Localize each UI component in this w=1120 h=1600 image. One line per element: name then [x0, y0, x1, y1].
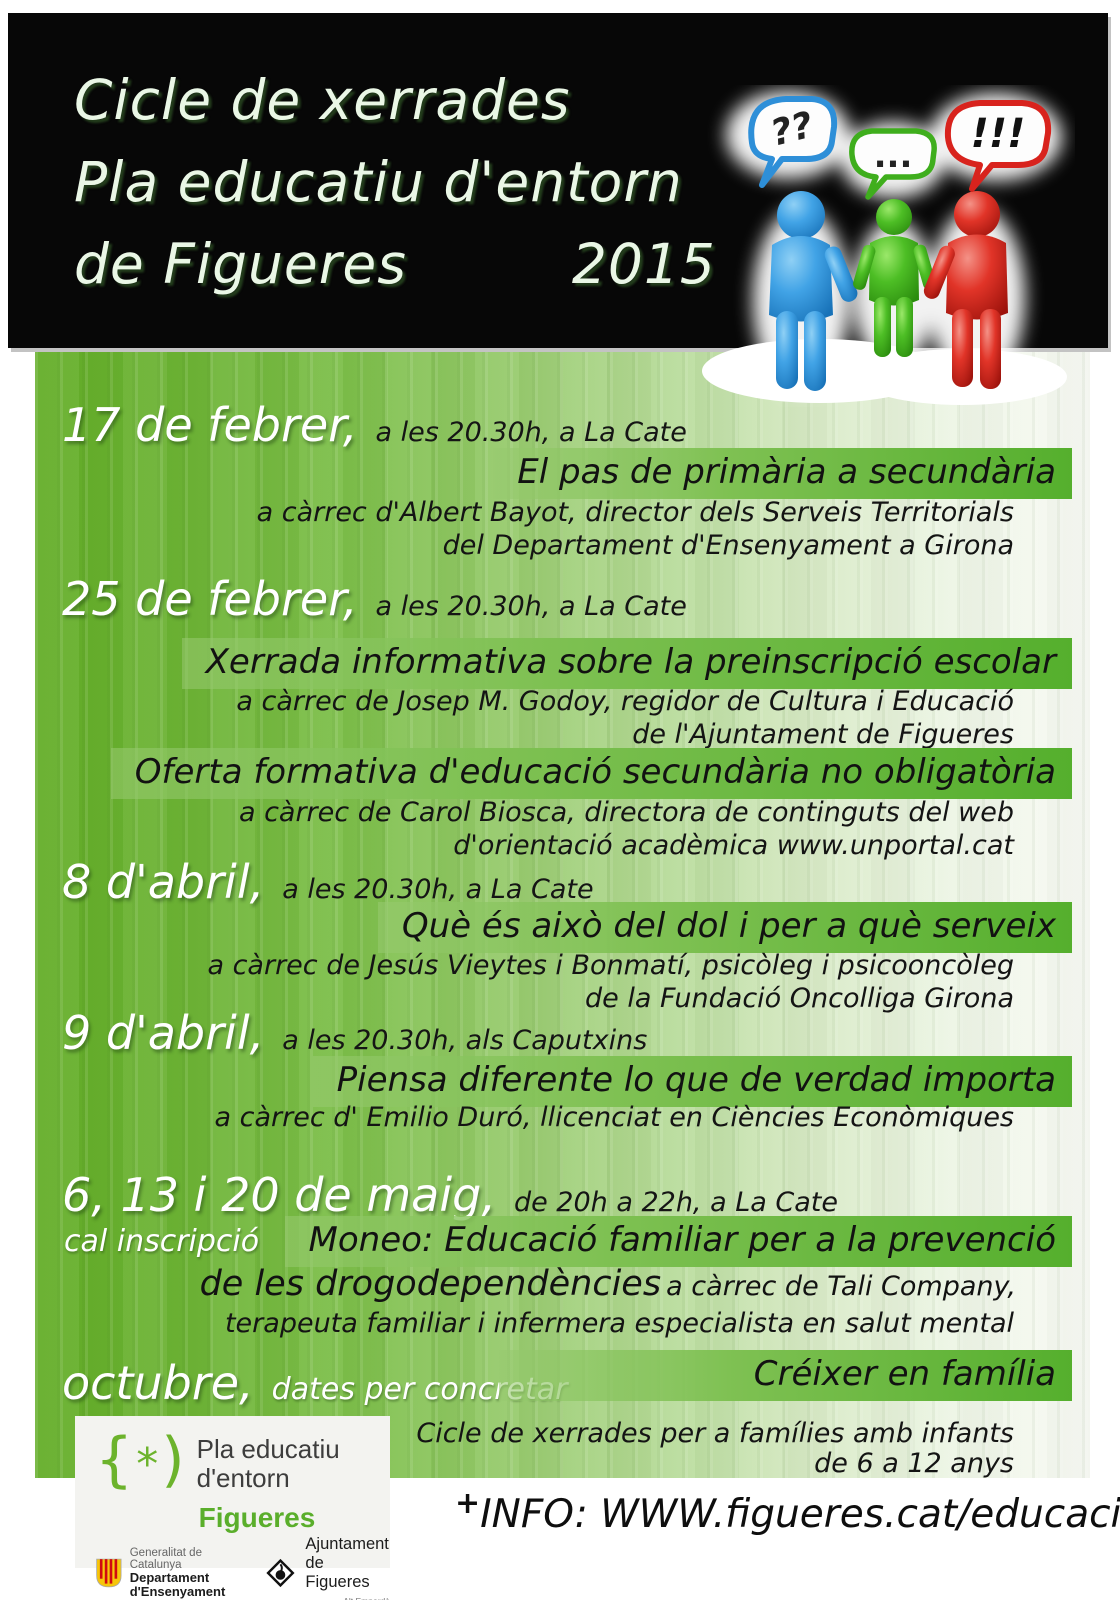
session-title-line2: de les drogodependències: [199, 1264, 662, 1304]
session-speaker: a càrrec de Jesús Vieytes i Bonmatí, psi…: [207, 950, 1014, 981]
session-note: cal inscripció: [64, 1224, 260, 1259]
session-date: octubre,: [62, 1356, 254, 1410]
poster-title-line3: de Figueres: [74, 232, 407, 296]
logo-brace: {: [95, 1425, 134, 1495]
session-speaker: de la Fundació Oncolliga Girona: [585, 983, 1014, 1014]
ajuntament-logo: Ajuntament de Figueres Alt Empordà: [262, 1535, 390, 1600]
session-title-continuation: de les drogodependències a càrrec de Tal…: [62, 1264, 1016, 1304]
session-date: 17 de febrer,: [62, 398, 358, 452]
session-speaker: de 6 a 12 anys: [814, 1448, 1014, 1479]
session-date-row: 17 de febrer, a les 20.30h, a La Cate: [62, 398, 687, 452]
speech-bubble-dots-icon: ...: [849, 128, 937, 200]
session-speaker: de l'Ajuntament de Figueres: [632, 719, 1014, 750]
ajuntament-line1: Ajuntament: [305, 1535, 389, 1553]
session-speaker-inline: a càrrec de Tali Company,: [666, 1271, 1016, 1302]
generalitat-logo: Generalitat de Catalunya Departament d'E…: [95, 1547, 234, 1599]
logo-wordmark: Pla educatiu d'entornFigueres: [196, 1430, 390, 1533]
speech-bubble-question-icon: ??: [748, 96, 838, 188]
session-date: 6, 13 i 20 de maig,: [62, 1168, 496, 1222]
poster-title: Cicle de xerrades Pla educatiu d'entorn …: [74, 59, 716, 305]
logo-star: *: [136, 1439, 159, 1490]
figure-red: [923, 191, 1008, 389]
session-title-row: El pas de primària a secundària: [62, 448, 1072, 499]
logo-line2: d'entornFigueres: [196, 1463, 316, 1533]
session-title: Oferta formativa d'educació secundària n…: [110, 748, 1072, 799]
session-title: Piensa diferente lo que de verdad import…: [312, 1056, 1072, 1107]
generalitat-line2: Departament: [129, 1570, 210, 1585]
session-date: 25 de febrer,: [62, 572, 358, 626]
session-date: 8 d'abril,: [62, 855, 265, 909]
session-title-row: Oferta formativa d'educació secundària n…: [62, 748, 1072, 799]
session-title-row: Què és això del dol i per a què serveix: [62, 902, 1072, 953]
session-speaker: a càrrec de Carol Biosca, directora de c…: [238, 797, 1014, 828]
session-speaker: a càrrec d'Albert Bayot, director dels S…: [256, 497, 1014, 528]
session-title: Què és això del dol i per a què serveix: [377, 902, 1072, 953]
ajuntament-line3: Alt Empordà: [305, 1592, 390, 1600]
session-title-row: Xerrada informativa sobre la preinscripc…: [62, 638, 1072, 689]
session-date-row: 25 de febrer, a les 20.30h, a La Cate: [62, 572, 687, 626]
logo-line1: Pla educatiu: [196, 1434, 340, 1464]
ajuntament-figueres-icon: [265, 1558, 295, 1588]
session-speaker: d'orientació acadèmica www.unportal.cat: [453, 830, 1014, 861]
logo-paren: ): [161, 1425, 185, 1495]
svg-text:!!!: !!!: [971, 111, 1026, 157]
session-time: a les 20.30h, als Caputxins: [282, 1025, 648, 1056]
pla-educatiu-logo-icon: { * ): [95, 1430, 185, 1490]
generalitat-shield-icon: [96, 1558, 122, 1588]
session-title-row: Créixer en família: [62, 1350, 1072, 1401]
poster-title-line1: Cicle de xerrades: [74, 68, 571, 132]
session-time: de 20h a 22h, a La Cate: [513, 1187, 838, 1218]
generalitat-line1: Generalitat de Catalunya: [129, 1547, 202, 1571]
poster-year: 2015: [571, 232, 716, 296]
session-speaker: del Departament d'Ensenyament a Girona: [442, 530, 1014, 561]
session-title: El pas de primària a secundària: [493, 448, 1072, 499]
plus-icon: +: [455, 1486, 481, 1521]
session-date-row: octubre, dates per concretar: [62, 1356, 567, 1410]
session-title: Créixer en família: [498, 1350, 1072, 1401]
session-speaker: a càrrec d' Emilio Duró, llicenciat en C…: [214, 1102, 1014, 1133]
session-date-row: 9 d'abril, a les 20.30h, als Caputxins: [62, 1006, 647, 1060]
poster-title-line2: Pla educatiu d'entorn: [74, 150, 683, 214]
session-title: Moneo: Educació familiar per a la preven…: [284, 1216, 1072, 1267]
session-date-row: 6, 13 i 20 de maig, de 20h a 22h, a La C…: [62, 1168, 838, 1222]
svg-text:??: ??: [767, 105, 817, 155]
session-speaker: Cicle de xerrades per a famílies amb inf…: [416, 1418, 1014, 1449]
session-speaker: a càrrec de Josep M. Godoy, regidor de C…: [236, 686, 1014, 717]
session-date: 9 d'abril,: [62, 1006, 265, 1060]
logo-box: { * ) Pla educatiu d'entornFigueres: [75, 1416, 390, 1600]
ajuntament-line2: de Figueres: [305, 1554, 370, 1591]
talking-figures-illustration: ?? ... !!!: [702, 91, 1067, 405]
session-title: Xerrada informativa sobre la preinscripc…: [181, 638, 1072, 689]
generalitat-line3: d'Ensenyament: [129, 1584, 226, 1599]
session-speaker: terapeuta familiar i infermera especiali…: [224, 1308, 1014, 1339]
session-title-row: Piensa diferente lo que de verdad import…: [62, 1056, 1072, 1107]
svg-text:...: ...: [874, 136, 913, 176]
logo-city: Figueres: [198, 1502, 316, 1533]
session-time: a les 20.30h, a La Cate: [375, 417, 687, 448]
speech-bubble-exclaim-icon: !!!: [944, 100, 1052, 192]
session-date-row: 8 d'abril, a les 20.30h, a La Cate: [62, 855, 594, 909]
info-url: INFO: WWW.figueres.cat/educacio: [480, 1492, 1120, 1537]
figure-blue: [769, 191, 858, 391]
info-line: +INFO: WWW.figueres.cat/educacio: [455, 1486, 1120, 1537]
session-title-row: Moneo: Educació familiar per a la preven…: [62, 1216, 1072, 1267]
session-time: a les 20.30h, a La Cate: [282, 874, 594, 905]
session-time: a les 20.30h, a La Cate: [375, 591, 687, 622]
